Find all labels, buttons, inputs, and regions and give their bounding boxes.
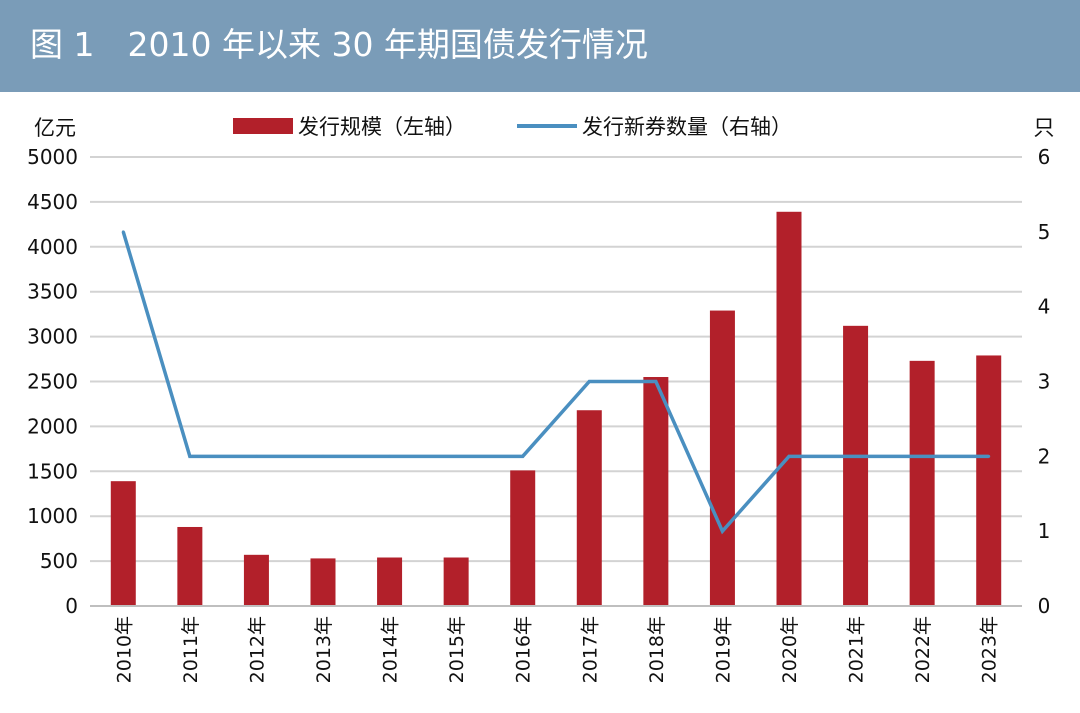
y-left-tick-label: 2000	[27, 414, 78, 438]
bar	[776, 211, 802, 606]
bar	[177, 526, 203, 606]
bar	[909, 360, 935, 606]
line-point	[454, 454, 458, 458]
legend-label-bar: 发行规模（左轴）	[298, 115, 466, 139]
x-tick-label: 2013年	[313, 616, 335, 683]
bar	[443, 557, 469, 606]
y-right-tick-label: 5	[1038, 220, 1051, 244]
bar	[576, 410, 602, 606]
x-tick-label: 2018年	[646, 616, 668, 683]
y-left-tick-label: 500	[40, 549, 78, 573]
y-right-tick-label: 1	[1038, 519, 1051, 543]
x-tick-label: 2014年	[380, 616, 402, 683]
y-left-tick-label: 2500	[27, 370, 78, 394]
line-point	[188, 454, 192, 458]
y-right-axis-label: 只	[1034, 116, 1055, 140]
legend-label-line: 发行新券数量（右轴）	[582, 115, 792, 139]
x-tick-label: 2019年	[712, 616, 734, 683]
bar	[377, 557, 403, 606]
x-tick-label: 2023年	[979, 616, 1001, 683]
y-left-tick-label: 5000	[27, 145, 78, 169]
y-left-tick-label: 4500	[27, 190, 78, 214]
x-tick-label: 2021年	[846, 616, 868, 683]
y-right-tick-label: 4	[1038, 295, 1051, 319]
y-left-tick-label: 0	[65, 594, 78, 618]
x-tick-label: 2017年	[579, 616, 601, 683]
chart: 0 500 1000 1500 2000 2500 3000 3500 4000 4500 5000…	[27, 115, 1055, 683]
line-point	[987, 454, 991, 458]
line-point	[587, 380, 591, 383]
x-tick-label: 2011年	[180, 616, 202, 683]
line-point	[521, 454, 525, 458]
y-left-tick-label: 3000	[27, 325, 78, 349]
x-tick-label: 2016年	[513, 616, 535, 683]
line-point	[654, 380, 658, 383]
line-point	[121, 230, 125, 234]
line-point	[720, 529, 724, 533]
line-point	[254, 454, 258, 458]
y-right-tick-label: 3	[1038, 370, 1051, 394]
y-left-tick-label: 4000	[27, 235, 78, 259]
y-left-tick-label: 3500	[27, 280, 78, 304]
x-tick-label: 2012年	[246, 616, 268, 683]
x-tick-label: 2010年	[113, 616, 135, 683]
bar	[243, 554, 269, 606]
bar	[709, 310, 735, 606]
y-right-tick-label: 6	[1038, 145, 1051, 169]
line-point	[388, 454, 392, 458]
y-right-tick-label: 2	[1038, 444, 1051, 468]
bar	[843, 325, 869, 606]
y-left-axis-label: 亿元	[34, 116, 76, 140]
x-tick-label: 2022年	[912, 616, 934, 683]
title-bar: 图 1 2010 年以来 30 年期国债发行情况	[0, 0, 1080, 92]
x-tick-label: 2015年	[446, 616, 468, 683]
legend-swatch-bar	[233, 118, 293, 134]
line-point	[854, 454, 858, 458]
bar	[643, 377, 669, 606]
bar	[510, 470, 536, 606]
chart-title: 图 1 2010 年以来 30 年期国债发行情况	[30, 25, 648, 64]
line-point	[787, 454, 791, 458]
bar	[976, 355, 1002, 606]
line-point	[321, 454, 325, 458]
y-right-tick-label: 0	[1038, 594, 1051, 618]
line-point	[920, 454, 924, 458]
series-line	[121, 231, 989, 535]
y-left-tick-label: 1500	[27, 459, 78, 483]
x-tick-label: 2020年	[779, 616, 801, 683]
bar	[310, 558, 336, 606]
bar	[110, 481, 136, 606]
y-left-tick-label: 1000	[27, 504, 78, 528]
